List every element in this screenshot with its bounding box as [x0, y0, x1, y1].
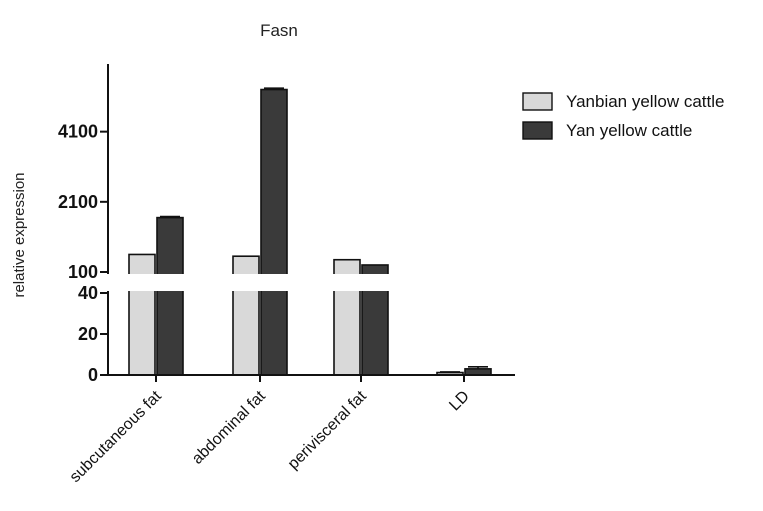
legend-label: Yan yellow cattle [566, 121, 692, 140]
y-tick-label: 20 [78, 324, 98, 344]
bars-group [100, 87, 492, 376]
axis-break-gap [100, 274, 400, 291]
x-tick-label: perivisceral fat [285, 387, 370, 472]
legend-swatch [522, 92, 553, 111]
legend-swatch [522, 121, 553, 140]
bar [156, 216, 184, 376]
legend-label: Yanbian yellow cattle [566, 92, 724, 111]
x-tick-label: abdominal fat [189, 387, 269, 467]
y-tick-label: 2100 [58, 192, 98, 212]
y-tick-label: 4100 [58, 122, 98, 142]
bar [128, 253, 156, 376]
y-axis-label: relative expression [11, 172, 28, 297]
y-tick-label: 0 [88, 365, 98, 385]
chart-title: Fasn [260, 21, 298, 40]
legend: Yanbian yellow cattle Yan yellow cattle [522, 92, 724, 140]
y-tick-label: 100 [68, 262, 98, 282]
x-tick-label: LD [446, 388, 472, 414]
bar [260, 88, 288, 376]
y-tick-label: 40 [78, 283, 98, 303]
x-tick-label: subcutaneous fat [67, 387, 166, 486]
